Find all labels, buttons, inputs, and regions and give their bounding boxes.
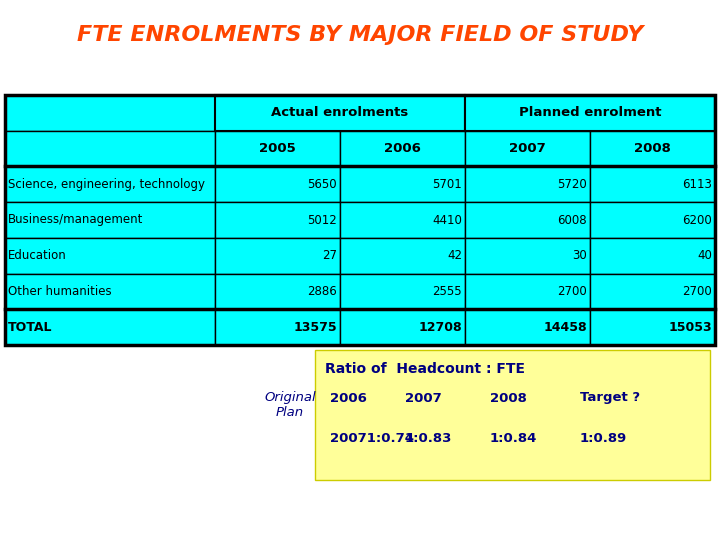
Text: Planned enrolment: Planned enrolment xyxy=(518,106,661,119)
Bar xyxy=(465,95,590,131)
Text: 5650: 5650 xyxy=(307,178,337,191)
Text: 2886: 2886 xyxy=(307,285,337,298)
Text: 2006: 2006 xyxy=(384,142,421,155)
Bar xyxy=(215,131,340,166)
Text: Business/management: Business/management xyxy=(8,213,143,226)
Text: 1:0.84: 1:0.84 xyxy=(490,431,537,444)
Bar xyxy=(590,309,715,345)
Text: 6113: 6113 xyxy=(682,178,712,191)
Bar xyxy=(590,238,715,274)
Text: 2006: 2006 xyxy=(330,392,367,404)
Text: 2007: 2007 xyxy=(405,392,442,404)
Bar xyxy=(315,350,710,480)
Bar xyxy=(465,131,590,166)
Text: Original
Plan: Original Plan xyxy=(264,391,316,419)
Text: 2008: 2008 xyxy=(490,392,527,404)
Text: Target ?: Target ? xyxy=(580,392,640,404)
Bar xyxy=(215,166,340,202)
Text: Science, engineering, technology: Science, engineering, technology xyxy=(8,178,205,191)
Bar xyxy=(215,309,340,345)
Bar xyxy=(465,309,590,345)
Text: Actual enrolments: Actual enrolments xyxy=(271,106,409,119)
Bar xyxy=(215,238,340,274)
Text: 4410: 4410 xyxy=(432,213,462,226)
Text: 13575: 13575 xyxy=(293,321,337,334)
Text: 27: 27 xyxy=(322,249,337,262)
Bar xyxy=(5,95,215,131)
Text: 2007: 2007 xyxy=(509,142,546,155)
Text: 14458: 14458 xyxy=(544,321,587,334)
Bar xyxy=(215,202,340,238)
Text: 1:0.89: 1:0.89 xyxy=(580,431,627,444)
Text: Education: Education xyxy=(8,249,67,262)
Text: 12708: 12708 xyxy=(418,321,462,334)
Text: FTE ENROLMENTS BY MAJOR FIELD OF STUDY: FTE ENROLMENTS BY MAJOR FIELD OF STUDY xyxy=(77,25,643,45)
Bar xyxy=(5,166,215,202)
Bar xyxy=(5,238,215,274)
Text: TOTAL: TOTAL xyxy=(8,321,53,334)
Text: 1:0.83: 1:0.83 xyxy=(405,431,452,444)
Text: 2008: 2008 xyxy=(634,142,671,155)
Bar xyxy=(5,202,215,238)
Bar xyxy=(5,274,215,309)
Text: 15053: 15053 xyxy=(668,321,712,334)
Bar xyxy=(590,95,715,131)
Bar xyxy=(340,202,465,238)
Text: 20071:0.74: 20071:0.74 xyxy=(330,431,414,444)
Bar xyxy=(465,166,590,202)
Text: 6008: 6008 xyxy=(557,213,587,226)
Text: 42: 42 xyxy=(447,249,462,262)
Bar xyxy=(590,131,715,166)
Bar xyxy=(5,95,715,345)
Bar xyxy=(465,95,715,131)
Text: 2700: 2700 xyxy=(557,285,587,298)
Text: 6200: 6200 xyxy=(683,213,712,226)
Text: 5720: 5720 xyxy=(557,178,587,191)
Bar xyxy=(215,95,340,131)
Bar xyxy=(340,309,465,345)
Bar xyxy=(215,95,465,131)
Text: 2700: 2700 xyxy=(683,285,712,298)
Bar xyxy=(340,95,465,131)
Bar xyxy=(465,238,590,274)
Text: 2005: 2005 xyxy=(259,142,296,155)
Bar xyxy=(340,166,465,202)
Bar xyxy=(340,238,465,274)
Bar xyxy=(465,202,590,238)
Text: 2555: 2555 xyxy=(433,285,462,298)
Text: Other humanities: Other humanities xyxy=(8,285,112,298)
Bar xyxy=(590,274,715,309)
Bar xyxy=(340,131,465,166)
Text: 40: 40 xyxy=(697,249,712,262)
Bar xyxy=(590,202,715,238)
Bar xyxy=(5,309,215,345)
Text: 5701: 5701 xyxy=(432,178,462,191)
Bar xyxy=(465,274,590,309)
Text: 30: 30 xyxy=(572,249,587,262)
Bar xyxy=(590,166,715,202)
Text: Ratio of  Headcount : FTE: Ratio of Headcount : FTE xyxy=(325,362,525,376)
Bar xyxy=(5,131,215,166)
Text: 5012: 5012 xyxy=(307,213,337,226)
Bar xyxy=(215,274,340,309)
Bar xyxy=(340,274,465,309)
